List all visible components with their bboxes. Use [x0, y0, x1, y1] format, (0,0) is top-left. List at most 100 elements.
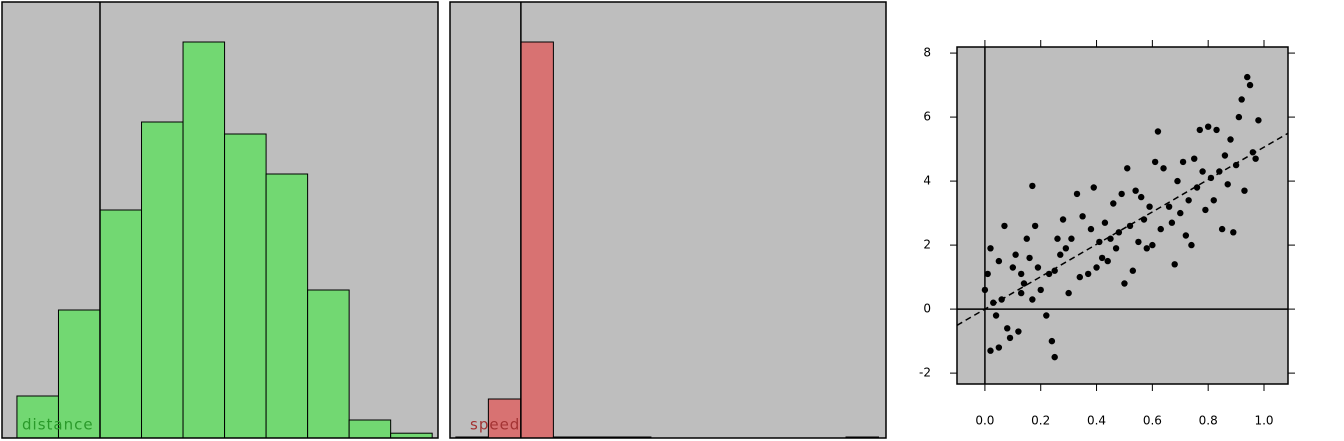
- point: [1193, 184, 1201, 191]
- x-tick-label: 0.6: [1143, 414, 1162, 428]
- point: [1065, 289, 1072, 297]
- panel-border: [1, 1, 439, 439]
- point: [1199, 168, 1206, 175]
- point: [1165, 203, 1173, 210]
- point: [1221, 152, 1229, 159]
- point: [1084, 270, 1092, 278]
- point: [1031, 222, 1039, 230]
- y-tick-label: 2: [923, 238, 931, 252]
- x-tick-label: 0.0: [975, 414, 994, 428]
- point: [1132, 187, 1139, 194]
- point: [1126, 222, 1134, 230]
- point: [1107, 235, 1114, 242]
- point: [1213, 126, 1220, 134]
- point: [1185, 197, 1192, 204]
- point: [1037, 286, 1044, 294]
- point: [1137, 193, 1145, 201]
- point: [1112, 245, 1120, 252]
- point: [1249, 149, 1257, 156]
- point: [1057, 251, 1064, 258]
- point: [1140, 216, 1148, 223]
- point: [1073, 190, 1081, 198]
- point: [1029, 296, 1036, 303]
- point: [1151, 158, 1159, 166]
- point: [1098, 254, 1106, 262]
- point: [1015, 328, 1022, 335]
- point: [1129, 267, 1137, 274]
- panel-label: speed: [470, 416, 520, 434]
- x-tick-label: 0.2: [1031, 414, 1050, 428]
- point: [1182, 232, 1190, 239]
- point: [1034, 264, 1042, 271]
- point: [1017, 289, 1025, 297]
- point: [1001, 222, 1008, 230]
- point: [1204, 123, 1212, 130]
- point: [1168, 219, 1176, 226]
- point: [1026, 254, 1033, 262]
- point: [1017, 270, 1025, 278]
- bar: [520, 41, 554, 439]
- point: [1087, 225, 1095, 233]
- bar: [99, 209, 143, 439]
- point: [1154, 128, 1162, 135]
- point: [1012, 251, 1019, 258]
- point: [995, 257, 1003, 265]
- point: [1048, 337, 1056, 345]
- point: [1006, 334, 1014, 342]
- point: [1051, 267, 1058, 274]
- point: [1244, 73, 1251, 81]
- point: [1104, 257, 1111, 265]
- bar: [265, 173, 309, 439]
- panel: [957, 47, 1288, 384]
- point: [1171, 261, 1178, 268]
- point: [981, 286, 989, 294]
- point: [1062, 245, 1070, 252]
- y-tick-label: 4: [923, 174, 931, 188]
- point: [1146, 203, 1153, 210]
- point: [1246, 81, 1254, 89]
- point: [1096, 238, 1103, 246]
- fit-line: [957, 132, 1288, 326]
- point: [1218, 225, 1226, 233]
- bar: [16, 395, 59, 439]
- point: [1054, 235, 1061, 242]
- point: [1241, 187, 1248, 194]
- panel: [450, 2, 886, 438]
- point: [1118, 190, 1125, 198]
- point: [1255, 117, 1262, 124]
- point: [1124, 165, 1131, 172]
- point: [984, 270, 991, 278]
- point: [1207, 174, 1215, 182]
- point: [1004, 325, 1011, 332]
- point: [1235, 113, 1243, 121]
- point: [1020, 280, 1028, 287]
- y-tick-label: -2: [919, 366, 931, 380]
- point: [1045, 270, 1053, 278]
- point: [1043, 312, 1050, 319]
- point: [1196, 126, 1204, 134]
- point: [1093, 264, 1100, 271]
- point: [1149, 241, 1156, 249]
- bar: [348, 419, 392, 439]
- y-tick-label: 8: [923, 46, 931, 60]
- point: [1115, 229, 1123, 236]
- point: [1135, 238, 1142, 246]
- point: [1216, 168, 1223, 175]
- bar: [57, 309, 101, 439]
- point: [1179, 158, 1187, 166]
- point: [1059, 216, 1067, 223]
- point: [1023, 235, 1030, 242]
- point: [1079, 213, 1086, 220]
- point: [1238, 96, 1245, 103]
- point: [1090, 184, 1097, 191]
- x-tick-label: 0.4: [1087, 414, 1106, 428]
- point: [1051, 353, 1058, 361]
- bar: [182, 41, 226, 439]
- point: [1076, 273, 1083, 281]
- point: [1174, 177, 1181, 185]
- point: [1191, 155, 1198, 162]
- point: [1252, 155, 1259, 162]
- point: [992, 312, 1000, 319]
- point: [1227, 136, 1234, 143]
- point: [1143, 245, 1150, 252]
